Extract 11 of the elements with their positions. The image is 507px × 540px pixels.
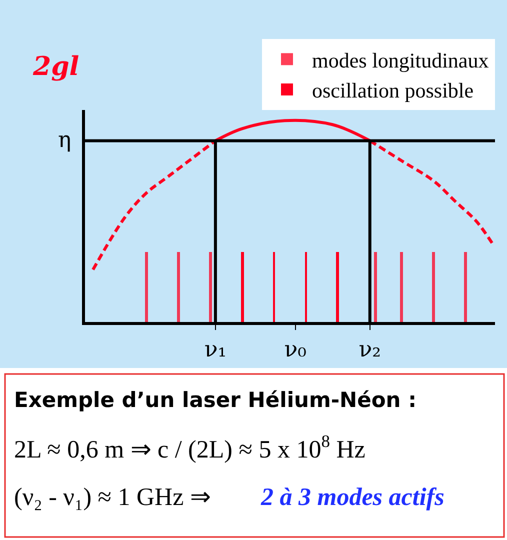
x-tick-label: ν₂ <box>358 337 381 362</box>
legend-label: oscillation possible <box>312 78 474 103</box>
x-tick-label: ν₀ <box>284 337 307 362</box>
y-axis-title: 2gl <box>32 52 80 82</box>
text: 2L ≈ 0,6 m ⇒ c / (2L) ≈ 5 x 10$^{8}$ Hz <box>14 431 366 464</box>
text: 2 à 3 modes actifs <box>260 484 444 511</box>
text: Exemple d’un laser Hélium-Néon : <box>14 388 416 412</box>
ref-line-label: η <box>58 128 72 153</box>
text: (ν₂ - ν₁) ≈ 1 GHz ⇒ <box>14 484 211 511</box>
legend-label: modes longitudinaux <box>312 48 490 72</box>
x-tick-label: ν₁ <box>204 337 227 362</box>
